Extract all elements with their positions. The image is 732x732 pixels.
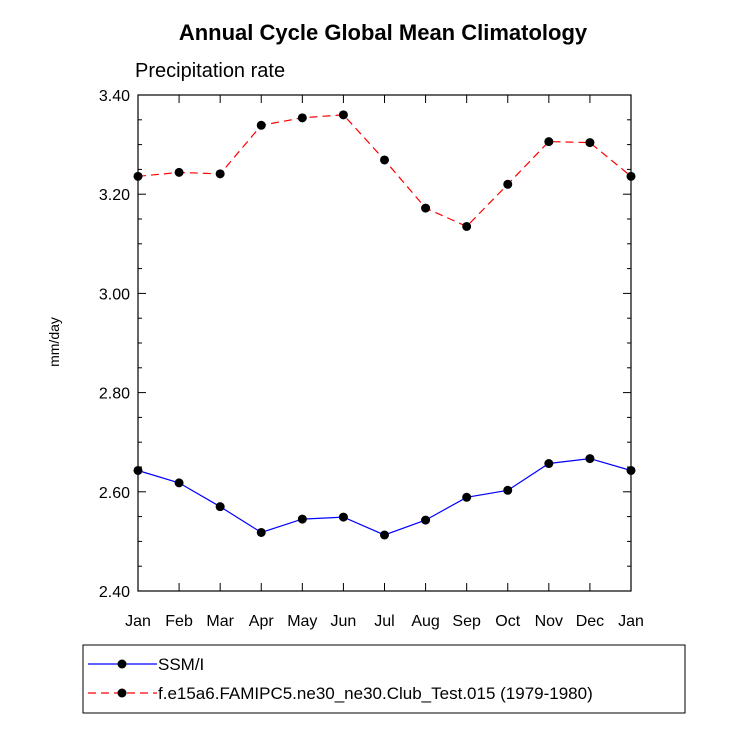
legend-entry-model: f.e15a6.FAMIPC5.ne30_ne30.Club_Test.015 … [88, 684, 593, 703]
series-line-0 [137, 457, 632, 536]
legend-label-model: f.e15a6.FAMIPC5.ne30_ne30.Club_Test.015 … [158, 684, 593, 703]
data-point-1 [297, 113, 307, 123]
data-point-0 [503, 485, 513, 495]
x-tick-label: Mar [206, 613, 234, 630]
data-point-1 [544, 137, 554, 147]
x-tick-label: Feb [165, 613, 193, 630]
legend-entry-ssmi: SSM/I [88, 655, 204, 674]
x-tick-label: Apr [249, 613, 275, 630]
data-point-0 [421, 515, 431, 525]
y-axis-label: mm/day [46, 317, 62, 367]
data-point-1 [380, 155, 389, 165]
data-point-1 [256, 120, 266, 130]
data-point-1 [174, 167, 184, 177]
y-tick-label: 2.80 [99, 386, 130, 403]
data-point-0 [174, 478, 184, 488]
series-layer [133, 110, 636, 540]
y-axis-ticks: 2.40 2.60 2.80 3.00 3.20 3.40 [99, 88, 631, 601]
x-tick-label: Jun [331, 613, 357, 630]
x-tick-label: May [287, 613, 317, 630]
x-tick-label: Jan [125, 613, 151, 630]
data-point-1 [462, 221, 472, 231]
data-point-0 [256, 527, 266, 537]
data-point-1 [585, 138, 595, 148]
x-tick-label: Oct [495, 613, 520, 630]
chart-title: Annual Cycle Global Mean Climatology [179, 20, 588, 45]
data-point-1 [215, 169, 225, 179]
x-axis-ticks: Jan Feb Mar Apr May Jun Jul Aug Sep Oct Nov Dec Jan [125, 95, 644, 630]
data-point-1 [421, 203, 431, 213]
series-line-1 [137, 114, 632, 228]
data-point-1 [626, 171, 636, 181]
chart-subtitle: Precipitation rate [135, 60, 285, 82]
data-point-1 [338, 110, 348, 120]
data-point-0 [215, 502, 225, 512]
legend-marker-ssmi [117, 659, 127, 669]
data-point-0 [133, 465, 143, 475]
data-point-0 [338, 512, 348, 522]
data-point-1 [503, 179, 513, 189]
x-tick-label: Sep [452, 613, 481, 630]
data-point-1 [133, 171, 143, 181]
y-tick-label: 2.60 [99, 485, 130, 502]
x-tick-label: Dec [576, 613, 604, 630]
data-point-0 [544, 459, 554, 469]
x-tick-label: Aug [411, 613, 439, 630]
data-point-0 [585, 454, 595, 464]
y-tick-label: 3.20 [99, 187, 130, 204]
data-point-0 [380, 530, 389, 540]
y-tick-label: 2.40 [99, 584, 130, 601]
data-point-0 [626, 465, 636, 475]
data-point-0 [462, 492, 472, 502]
legend-box [82, 644, 686, 714]
data-point-0 [297, 514, 307, 524]
legend-marker-model [117, 688, 127, 698]
x-tick-label: Jul [374, 613, 394, 630]
legend-label-ssmi: SSM/I [158, 655, 204, 674]
y-tick-label: 3.40 [99, 88, 130, 105]
x-tick-label: Nov [535, 613, 563, 630]
y-tick-label: 3.00 [99, 286, 130, 303]
x-tick-label: Jan [618, 613, 644, 630]
plot-area [137, 94, 632, 592]
